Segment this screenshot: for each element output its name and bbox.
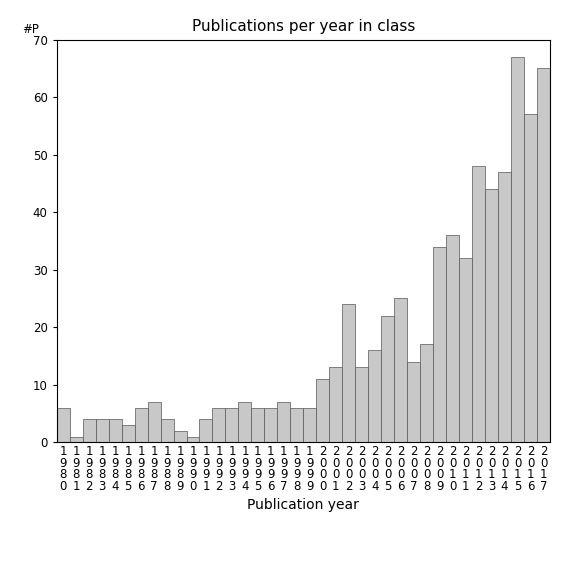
Bar (213, 408, 226, 442)
Bar (83, 419, 96, 442)
Bar (239, 402, 251, 442)
Bar (277, 402, 290, 442)
Bar (316, 379, 329, 442)
Bar (57, 408, 70, 442)
Bar (200, 419, 213, 442)
Bar (121, 425, 134, 442)
Bar (420, 345, 433, 442)
Bar (303, 408, 316, 442)
Bar (174, 431, 187, 442)
Bar (160, 419, 174, 442)
Bar (407, 362, 420, 442)
Bar (381, 316, 394, 442)
X-axis label: Publication year: Publication year (247, 498, 359, 512)
Bar (368, 350, 381, 442)
Bar (356, 367, 368, 442)
Bar (537, 69, 550, 442)
Bar (251, 408, 264, 442)
Bar (446, 235, 459, 442)
Bar (433, 247, 446, 442)
Bar (394, 298, 407, 442)
Bar (187, 437, 200, 442)
Bar (329, 367, 342, 442)
Text: #P: #P (22, 23, 39, 36)
Bar (96, 419, 109, 442)
Bar (70, 437, 83, 442)
Bar (485, 189, 498, 442)
Bar (147, 402, 160, 442)
Bar (134, 408, 147, 442)
Bar (342, 304, 356, 442)
Bar (226, 408, 239, 442)
Bar (511, 57, 524, 442)
Bar (459, 258, 472, 442)
Title: Publications per year in class: Publications per year in class (192, 19, 415, 35)
Bar (290, 408, 303, 442)
Bar (524, 115, 537, 442)
Bar (109, 419, 121, 442)
Bar (264, 408, 277, 442)
Bar (472, 166, 485, 442)
Bar (498, 172, 511, 442)
